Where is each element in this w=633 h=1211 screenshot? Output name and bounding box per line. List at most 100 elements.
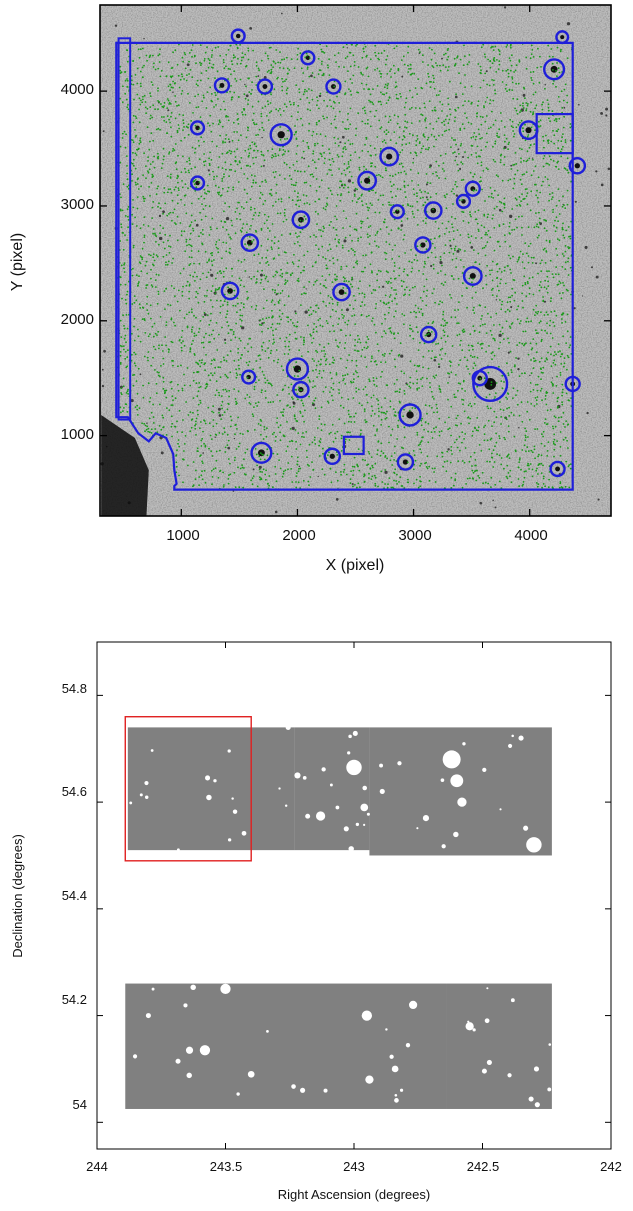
star-detection-point [236, 46, 239, 49]
star-detection-point [548, 199, 550, 202]
star-detection-point [221, 125, 224, 128]
star-detection-point [372, 289, 375, 291]
star-detection-point [437, 342, 440, 345]
star-detection-point [341, 313, 344, 316]
star-detection-point [215, 145, 218, 148]
star-detection-point [334, 215, 336, 218]
star-detection-point [345, 148, 347, 151]
star-detection-point [331, 281, 334, 283]
star-detection-point [214, 288, 217, 290]
star-detection-point [555, 120, 558, 123]
star-detection-point [355, 45, 357, 47]
star-detection-point [523, 87, 526, 90]
star-detection-point [561, 388, 564, 391]
star-detection-point [530, 449, 533, 452]
star-detection-point [559, 446, 562, 448]
star-detection-point [242, 486, 245, 489]
star-detection-point [394, 244, 396, 247]
star-detection-point [512, 130, 514, 132]
bright-star [338, 289, 345, 295]
star-detection-point [429, 386, 431, 389]
star-detection-point [389, 327, 392, 329]
star-detection-point [281, 85, 283, 88]
star-detection-point [246, 298, 249, 300]
star-detection-point [519, 104, 522, 107]
star-detection-point [323, 162, 326, 165]
star-detection-point [406, 383, 409, 386]
star-detection-point [536, 223, 539, 226]
star-detection-point [317, 307, 320, 310]
star-detection-point [524, 439, 527, 441]
star-detection-point [333, 330, 335, 333]
star-detection-point [215, 241, 218, 243]
star-detection-point [137, 367, 140, 370]
star-detection-point [412, 188, 415, 191]
star-detection-point [479, 86, 482, 89]
star-detection-point [193, 262, 195, 265]
star-detection-point [493, 338, 496, 340]
star-detection-point [516, 260, 519, 263]
star-detection-point [123, 263, 125, 266]
star-detection-point [504, 416, 506, 419]
star-detection-point [170, 126, 172, 129]
star-detection-point [496, 285, 499, 288]
star-detection-point [523, 267, 526, 270]
star-detection-point [309, 184, 312, 187]
star-detection-point [239, 284, 242, 287]
star-detection-point [256, 485, 259, 488]
star-detection-point [292, 405, 295, 408]
star-detection-point [432, 127, 435, 130]
star-detection-point [138, 261, 141, 264]
star-detection-point [521, 292, 523, 295]
star-detection-point [431, 65, 434, 67]
star-detection-point [212, 329, 215, 332]
star-detection-point [421, 54, 424, 57]
star-detection-point [308, 75, 311, 78]
star-detection-point [394, 365, 397, 368]
star-detection-point [145, 287, 148, 289]
star-detection-point [434, 247, 436, 249]
faint-source [318, 94, 322, 98]
star-detection-point [188, 256, 191, 258]
star-detection-point [236, 218, 238, 220]
star-detection-point [210, 363, 213, 365]
star-detection-point [154, 68, 157, 71]
star-detection-point [483, 214, 486, 217]
star-detection-point [511, 287, 514, 290]
star-detection-point [402, 238, 405, 241]
star-detection-point [142, 396, 145, 399]
star-detection-point [369, 93, 372, 96]
star-detection-point [367, 150, 369, 153]
star-detection-point [307, 480, 310, 483]
star-detection-point [140, 99, 142, 102]
star-detection-point [522, 306, 524, 309]
star-detection-point [177, 383, 179, 386]
star-detection-point [485, 274, 487, 277]
star-detection-point [491, 294, 494, 296]
star-detection-point [194, 478, 197, 481]
star-detection-point [262, 341, 265, 344]
star-detection-point [127, 393, 129, 395]
star-detection-point [566, 94, 568, 97]
star-detection-point [509, 44, 512, 47]
star-detection-point [516, 389, 519, 392]
star-detection-point [205, 385, 208, 388]
star-detection-point [349, 482, 352, 485]
star-detection-point [157, 290, 160, 293]
star-detection-point [472, 189, 475, 192]
star-detection-point [201, 462, 204, 464]
star-detection-point [137, 335, 140, 338]
star-detection-point [492, 49, 495, 51]
star-detection-point [219, 299, 222, 302]
star-detection-point [207, 66, 210, 69]
star-detection-point [375, 109, 378, 112]
star-detection-point [330, 122, 333, 125]
star-detection-point [235, 423, 237, 426]
star-detection-point [374, 51, 376, 54]
faint-source [510, 164, 513, 167]
star-detection-point [498, 50, 501, 52]
star-detection-point [194, 179, 197, 181]
star-detection-point [556, 440, 558, 442]
faint-source [292, 401, 295, 404]
star-detection-point [454, 424, 457, 426]
